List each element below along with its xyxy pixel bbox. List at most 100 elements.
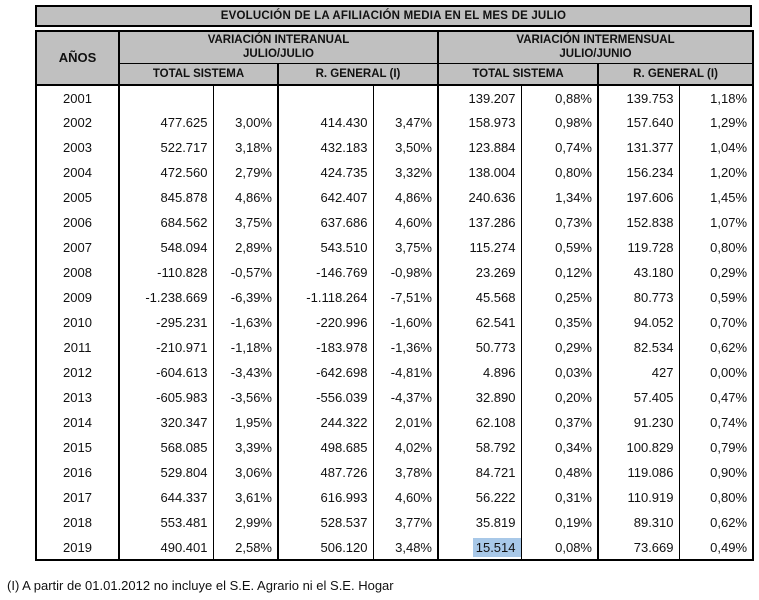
- table-row: 2011 -210.971 -1,18% -183.978 -1,36% 50.773 0,…: [36, 335, 754, 360]
- table-row: 2013 -605.983 -3,56% -556.039 -4,37% 32.890 0,…: [36, 385, 754, 410]
- value-cell: 157.640: [598, 110, 680, 135]
- value-cell: [119, 85, 214, 110]
- cell-text: 4,02%: [395, 440, 432, 455]
- cell-text: 156.234: [626, 165, 674, 180]
- value-cell: 123.884: [438, 135, 522, 160]
- value-cell: 115.274: [438, 235, 522, 260]
- cell-text: 1,34%: [555, 190, 592, 205]
- pct-cell: 1,18%: [679, 85, 754, 110]
- cell-text: 0,59%: [710, 290, 748, 305]
- table-header: AÑOS VARIACIÓN INTERANUAL JULIO/JULIO VA…: [36, 31, 754, 86]
- year-cell: 2007: [36, 235, 120, 260]
- value-cell: 100.829: [598, 435, 680, 460]
- cell-text: 119.086: [627, 465, 674, 480]
- cell-text: 432.183: [320, 140, 368, 155]
- cell-text: 414.430: [320, 115, 368, 130]
- pct-cell: 0,74%: [521, 135, 599, 160]
- value-cell: 529.804: [119, 460, 214, 485]
- pct-cell: 3,47%: [373, 110, 439, 135]
- cell-text: -4,81%: [390, 365, 432, 380]
- pct-cell: 0,29%: [521, 335, 599, 360]
- value-cell: 644.337: [119, 485, 214, 510]
- cell-text: 477.625: [160, 115, 208, 130]
- value-cell: 197.606: [598, 185, 680, 210]
- value-cell: 73.669: [598, 535, 680, 560]
- value-cell: 119.086: [598, 460, 680, 485]
- value-cell: 110.919: [598, 485, 680, 510]
- pct-cell: 0,80%: [679, 235, 754, 260]
- document: EVOLUCIÓN DE LA AFILIACIÓN MEDIA EN EL M…: [35, 5, 755, 561]
- year-cell: 2015: [36, 435, 120, 460]
- cell-text: 0,47%: [710, 390, 748, 405]
- cell-text: 498.685: [320, 440, 368, 455]
- value-cell: -220.996: [278, 310, 374, 335]
- pct-cell: 4,60%: [373, 485, 439, 510]
- cell-text: 100.829: [626, 440, 674, 455]
- cell-text: 0,25%: [555, 290, 592, 305]
- value-cell: 15.514: [438, 535, 522, 560]
- value-cell: 56.222: [438, 485, 522, 510]
- year-cell: 2016: [36, 460, 120, 485]
- year-cell: 2018: [36, 510, 120, 535]
- cell-text: 529.804: [160, 465, 208, 480]
- cell-text: 0,74%: [555, 140, 592, 155]
- value-cell: 548.094: [119, 235, 214, 260]
- table-row: 2019 490.401 2,58% 506.120 3,48% 15.514 0,08% 7…: [36, 535, 754, 560]
- cell-text: 1,20%: [710, 165, 748, 180]
- value-cell: -642.698: [278, 360, 374, 385]
- table-row: 2003 522.717 3,18% 432.183 3,50% 123.884 0,74%…: [36, 135, 754, 160]
- cell-text: 472.560: [160, 165, 208, 180]
- pct-cell: 3,78%: [373, 460, 439, 485]
- pct-cell: [373, 85, 439, 110]
- pct-cell: 0,00%: [679, 360, 754, 385]
- pct-cell: 0,35%: [521, 310, 599, 335]
- pct-cell: -1,36%: [373, 335, 439, 360]
- cell-text: 0,12%: [555, 265, 592, 280]
- value-cell: 506.120: [278, 535, 374, 560]
- pct-cell: 4,86%: [213, 185, 279, 210]
- pct-cell: 0,25%: [521, 285, 599, 310]
- pct-cell: 2,58%: [213, 535, 279, 560]
- cell-text: -604.613: [156, 365, 208, 380]
- value-cell: 152.838: [598, 210, 680, 235]
- cell-text: 427: [651, 365, 674, 380]
- pct-cell: 0,74%: [679, 410, 754, 435]
- pct-cell: [213, 85, 279, 110]
- value-cell: 543.510: [278, 235, 374, 260]
- footnote: (I) A partir de 01.01.2012 no incluye el…: [7, 578, 394, 593]
- selected-cell-text[interactable]: 15.514: [472, 537, 521, 557]
- value-cell: 528.537: [278, 510, 374, 535]
- value-cell: -110.828: [119, 260, 214, 285]
- table-row: 2009 -1.238.669 -6,39% -1.118.264 -7,51% 45.5…: [36, 285, 754, 310]
- pct-cell: 0,98%: [521, 110, 599, 135]
- cell-text: 45.568: [475, 290, 516, 305]
- cell-text: -1,63%: [230, 315, 272, 330]
- cell-text: 0,90%: [710, 465, 748, 480]
- pct-cell: 0,31%: [521, 485, 599, 510]
- cell-text: 616.993: [320, 490, 368, 505]
- year-cell: 2010: [36, 310, 120, 335]
- value-cell: 477.625: [119, 110, 214, 135]
- cell-text: -295.231: [156, 315, 208, 330]
- pct-cell: 0,62%: [679, 335, 754, 360]
- pct-cell: 3,50%: [373, 135, 439, 160]
- cell-text: 91.230: [633, 415, 674, 430]
- pct-cell: 0,37%: [521, 410, 599, 435]
- value-cell: 553.481: [119, 510, 214, 535]
- pct-cell: 1,95%: [213, 410, 279, 435]
- cell-text: 0,03%: [555, 365, 592, 380]
- cell-text: 506.120: [320, 539, 368, 555]
- cell-text: 3,77%: [395, 515, 432, 530]
- table-row: 2010 -295.231 -1,63% -220.996 -1,60% 62.541 0,…: [36, 310, 754, 335]
- cell-text: -6,39%: [230, 290, 272, 305]
- cell-text: 845.878: [160, 190, 208, 205]
- cell-text: 139.753: [626, 90, 674, 106]
- value-cell: 45.568: [438, 285, 522, 310]
- cell-text: -642.698: [316, 365, 368, 380]
- table-body: 2001 139.207 0,88% 139.753 1,18% 2002 477.625 3…: [36, 85, 754, 560]
- cell-text: 487.726: [320, 465, 368, 480]
- value-cell: -605.983: [119, 385, 214, 410]
- value-cell: 490.401: [119, 535, 214, 560]
- cell-text: -7,51%: [390, 290, 432, 305]
- pct-cell: -3,43%: [213, 360, 279, 385]
